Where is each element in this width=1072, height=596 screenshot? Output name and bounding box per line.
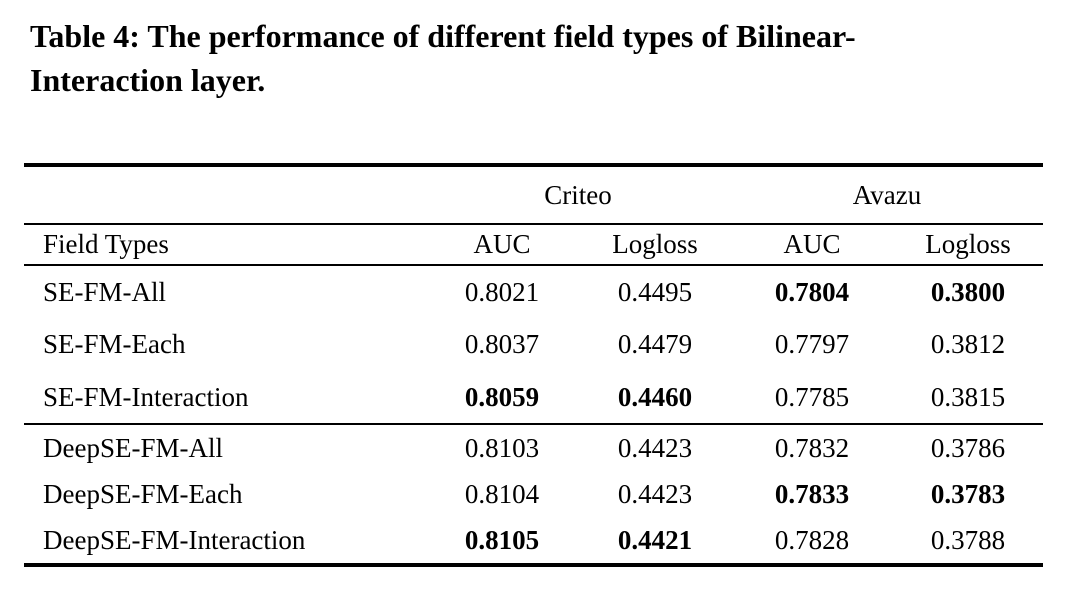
criteo-auc-cell: 0.8103	[464, 432, 540, 463]
avazu-logloss-cell: 0.3786	[930, 432, 1006, 463]
table-row: DeepSE-FM-Interaction 0.8105 0.4421 0.78…	[24, 518, 1043, 565]
avazu-auc-cell: 0.7797	[774, 329, 850, 359]
field-type-cell: SE-FM-Interaction	[43, 381, 249, 412]
avazu-auc-cell: 0.7833	[774, 479, 850, 509]
group-header-criteo: Criteo	[544, 179, 612, 210]
field-type-cell: DeepSE-FM-Interaction	[43, 525, 306, 555]
section-se-fm: SE-FM-All 0.8021 0.4495 0.7804 0.3800 SE…	[24, 265, 1043, 424]
table-caption-line-1: Table 4: The performance of different fi…	[30, 18, 856, 54]
table-row: DeepSE-FM-Each 0.8104 0.4423 0.7833 0.37…	[24, 471, 1043, 518]
avazu-auc-cell: 0.7832	[774, 432, 850, 463]
group-header-spacer	[24, 165, 425, 224]
field-type-cell: SE-FM-Each	[43, 329, 186, 359]
avazu-logloss-cell: 0.3783	[930, 479, 1006, 509]
table-row: SE-FM-Each 0.8037 0.4479 0.7797 0.3812	[24, 318, 1043, 371]
avazu-logloss-cell: 0.3788	[930, 525, 1006, 555]
table-caption-line-2: Interaction layer.	[30, 62, 266, 98]
field-type-cell: DeepSE-FM-All	[43, 432, 223, 463]
criteo-auc-cell: 0.8037	[464, 329, 540, 359]
results-table: Criteo Avazu Field Types AUC Logloss AUC…	[24, 163, 1043, 567]
avazu-auc-cell: 0.7785	[774, 381, 850, 412]
table-head: Criteo Avazu Field Types AUC Logloss AUC…	[24, 165, 1043, 265]
criteo-auc-cell: 0.8059	[464, 381, 540, 412]
avazu-logloss-cell: 0.3815	[930, 381, 1006, 412]
criteo-logloss-cell: 0.4495	[617, 276, 693, 307]
criteo-logloss-cell: 0.4423	[617, 479, 693, 509]
field-type-cell: SE-FM-All	[43, 276, 167, 307]
field-type-cell: DeepSE-FM-Each	[43, 479, 243, 509]
criteo-auc-cell: 0.8105	[464, 525, 540, 555]
criteo-auc-cell: 0.8104	[464, 479, 540, 509]
criteo-logloss-cell: 0.4421	[617, 525, 693, 555]
column-header-row: Field Types AUC Logloss AUC Logloss	[24, 224, 1043, 265]
section-deepse-fm: DeepSE-FM-All 0.8103 0.4423 0.7832 0.378…	[24, 424, 1043, 565]
table-row: SE-FM-Interaction 0.8059 0.4460 0.7785 0…	[24, 371, 1043, 424]
group-header-avazu: Avazu	[852, 179, 922, 210]
table-caption: Table 4: The performance of different fi…	[30, 14, 856, 102]
avazu-auc-cell: 0.7804	[774, 276, 850, 307]
avazu-logloss-cell: 0.3800	[930, 276, 1006, 307]
avazu-auc-cell: 0.7828	[774, 525, 850, 555]
dataset-group-header-row: Criteo Avazu	[24, 165, 1043, 224]
column-header-avazu-auc: AUC	[783, 229, 841, 259]
criteo-logloss-cell: 0.4423	[617, 432, 693, 463]
column-header-criteo-auc: AUC	[473, 229, 531, 259]
criteo-logloss-cell: 0.4460	[617, 381, 693, 412]
criteo-auc-cell: 0.8021	[464, 276, 540, 307]
avazu-logloss-cell: 0.3812	[930, 329, 1006, 359]
table-row: SE-FM-All 0.8021 0.4495 0.7804 0.3800	[24, 265, 1043, 318]
criteo-logloss-cell: 0.4479	[617, 329, 693, 359]
table-row: DeepSE-FM-All 0.8103 0.4423 0.7832 0.378…	[24, 424, 1043, 471]
column-header-criteo-logloss: Logloss	[612, 229, 698, 259]
column-header-avazu-logloss: Logloss	[925, 229, 1011, 259]
column-header-field-types: Field Types	[43, 229, 169, 259]
